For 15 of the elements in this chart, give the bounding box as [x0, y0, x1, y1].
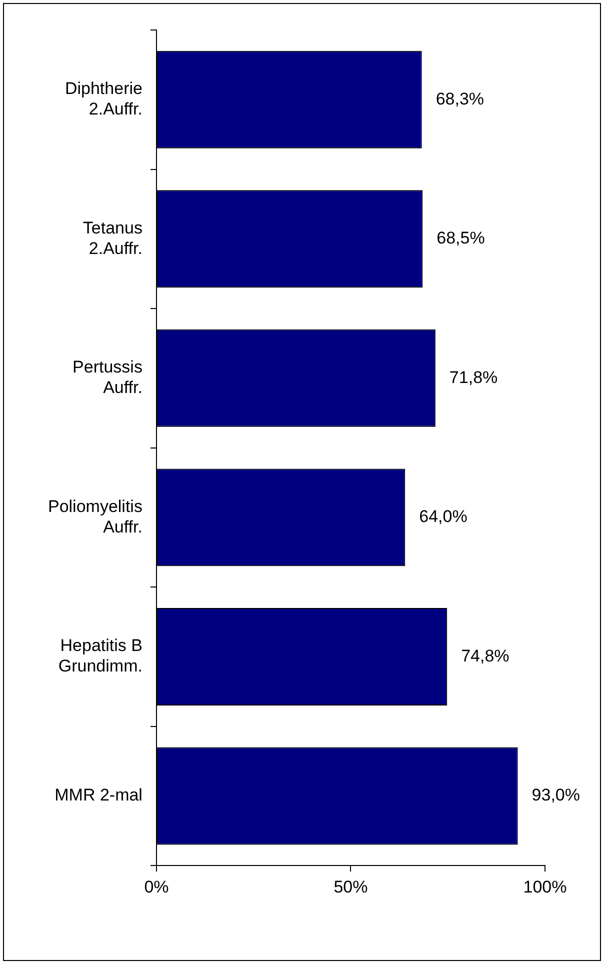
y-tick-label: Hepatitis B Grundimm. [58, 636, 142, 676]
data-label: 74,8% [461, 646, 510, 666]
data-label: 64,0% [419, 507, 468, 526]
data-label: 93,0% [532, 786, 580, 805]
data-label: 68,5% [436, 228, 485, 248]
y-tick-label: MMR 2-mal [54, 786, 142, 805]
y-tick-label: Diphtherie 2.Auffr. [64, 79, 142, 119]
data-label: 71,8% [449, 368, 498, 387]
y-tick-label: Pertussis Auffr. [72, 358, 142, 398]
x-tick-label: 50% [334, 877, 368, 896]
x-tick-label: 0% [144, 877, 169, 896]
y-tick-label: Poliomyelitis Auffr. [48, 496, 142, 536]
data-label: 68,3% [436, 89, 484, 108]
y-tick-label: Tetanus 2.Auffr. [82, 218, 142, 258]
x-tick-label: 100% [523, 877, 567, 896]
